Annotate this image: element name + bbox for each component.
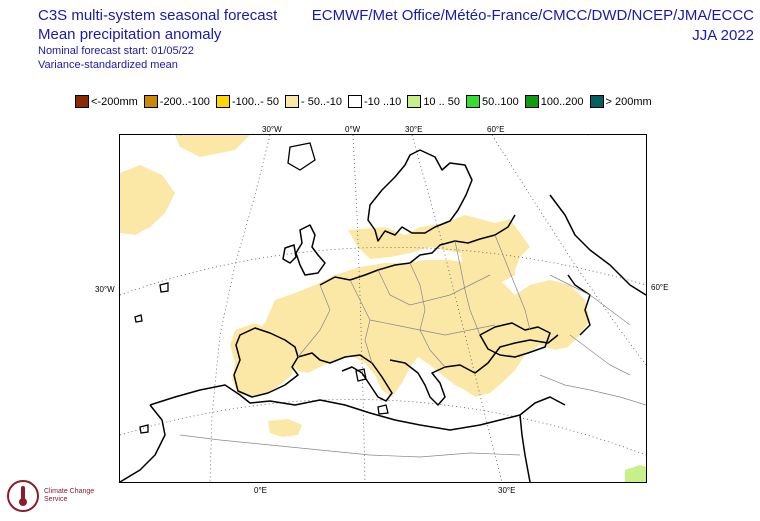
legend-item: 10 .. 50 [407, 95, 460, 108]
anomaly-area-atlantic-west [120, 165, 175, 235]
anomaly-area-wet [625, 465, 646, 482]
legend-item: > 200mm [589, 95, 652, 108]
climate-logo: Climate Change Service [6, 478, 106, 518]
map-canvas [119, 124, 647, 483]
legend-swatch [589, 95, 604, 108]
graticule-line [209, 134, 271, 483]
graticule-line [352, 134, 366, 483]
legend-label: 50..100 [482, 95, 519, 108]
anomaly-area-atlantic-north [175, 135, 250, 157]
coastline [367, 149, 473, 242]
grid-label-top: 0°W [345, 125, 361, 134]
country-border [297, 284, 331, 358]
island [377, 404, 389, 415]
coastline [519, 414, 531, 483]
coastline [295, 224, 326, 276]
country-border [409, 262, 446, 368]
country-border [179, 434, 521, 458]
island [139, 424, 149, 434]
logo-text: Climate Change Service [44, 488, 95, 503]
islands [134, 142, 389, 434]
country-border [539, 374, 647, 406]
graticule [119, 124, 647, 483]
legend-swatch [143, 95, 158, 108]
season-label: JJA 2022 [692, 27, 754, 44]
grid-label-left: 30°W [95, 285, 115, 294]
legend-swatch [285, 95, 300, 108]
legend-label: 10 .. 50 [423, 95, 461, 108]
grid-label-right: 60°E [651, 283, 669, 292]
country-border [377, 269, 491, 306]
anomaly-area-east [460, 243, 515, 283]
title-line1: C3S multi-system seasonal forecast [38, 7, 278, 24]
legend-label: - 50..-10 [301, 95, 342, 108]
grid-label-top: 30°E [405, 125, 423, 134]
legend-item: -200..-100 [143, 95, 210, 108]
coastline [389, 334, 559, 406]
coastline [149, 384, 566, 431]
title-line2: Mean precipitation anomaly [38, 26, 222, 43]
legend-swatch [466, 95, 481, 108]
right-title-block: ECMWF/Met Office/Météo-France/CMCC/DWD/N… [312, 6, 754, 46]
legend-item: 100..200 [524, 95, 584, 108]
legend-label: <-200mm [91, 95, 138, 108]
coastline [282, 244, 297, 264]
anomaly-area-central-europe [255, 260, 590, 397]
legend-item: - 50..-10 [285, 95, 342, 108]
graticule-line [119, 246, 647, 296]
grid-label-bottom: 30°E [498, 486, 516, 495]
country-border [549, 274, 631, 326]
coastline [297, 352, 393, 402]
legend: <-200mm -200..-100 -100..- 50 - 50..-10 … [75, 95, 658, 108]
coastlines [119, 149, 647, 483]
precipitation-map [119, 124, 647, 483]
island [287, 142, 316, 171]
legend-swatch [215, 95, 230, 108]
anomaly-areas [120, 135, 590, 437]
legend-label: -200..-100 [159, 95, 210, 108]
legend-label: -100..- 50 [231, 95, 280, 108]
anomaly-area-iberia [230, 323, 295, 397]
coastline [319, 214, 516, 286]
legend-swatch [75, 95, 89, 108]
coastline [119, 404, 166, 483]
country-border [454, 240, 481, 336]
anomaly-area-mediterranean [268, 419, 302, 437]
graticule-line [119, 399, 647, 456]
island [355, 368, 367, 382]
coastline [479, 322, 551, 358]
legend-item: <-200mm [75, 95, 138, 108]
country-border [369, 319, 496, 336]
title-block: C3S multi-system seasonal forecast Mean … [38, 6, 277, 72]
country-border [494, 234, 531, 331]
legend-label: > 200mm [605, 95, 652, 108]
grid-label-top: 60°E [487, 125, 505, 134]
grid-label-top: 30°W [262, 125, 282, 134]
coastline [549, 194, 647, 296]
coastline [567, 274, 591, 336]
title-line3: Nominal forecast start: 01/05/22 [38, 45, 194, 57]
title-line4: Variance-standardized mean [38, 59, 178, 71]
thermometer-icon [7, 480, 39, 512]
legend-swatch [524, 95, 539, 108]
legend-item: -100..- 50 [215, 95, 280, 108]
island [134, 314, 143, 323]
legend-label: 100..200 [540, 95, 584, 108]
systems-label: ECMWF/Met Office/Météo-France/CMCC/DWD/N… [311, 7, 754, 24]
legend-item: 50..100 [466, 95, 519, 108]
island [159, 282, 169, 293]
country-border [569, 334, 631, 376]
grid-label-bottom: 0°E [254, 486, 267, 495]
country-borders [179, 234, 647, 458]
legend-swatch [407, 95, 422, 108]
legend-item: -10 ..10 [348, 95, 401, 108]
coastline [233, 327, 299, 398]
legend-swatch [348, 95, 362, 108]
legend-label: -10 ..10 [364, 95, 402, 108]
